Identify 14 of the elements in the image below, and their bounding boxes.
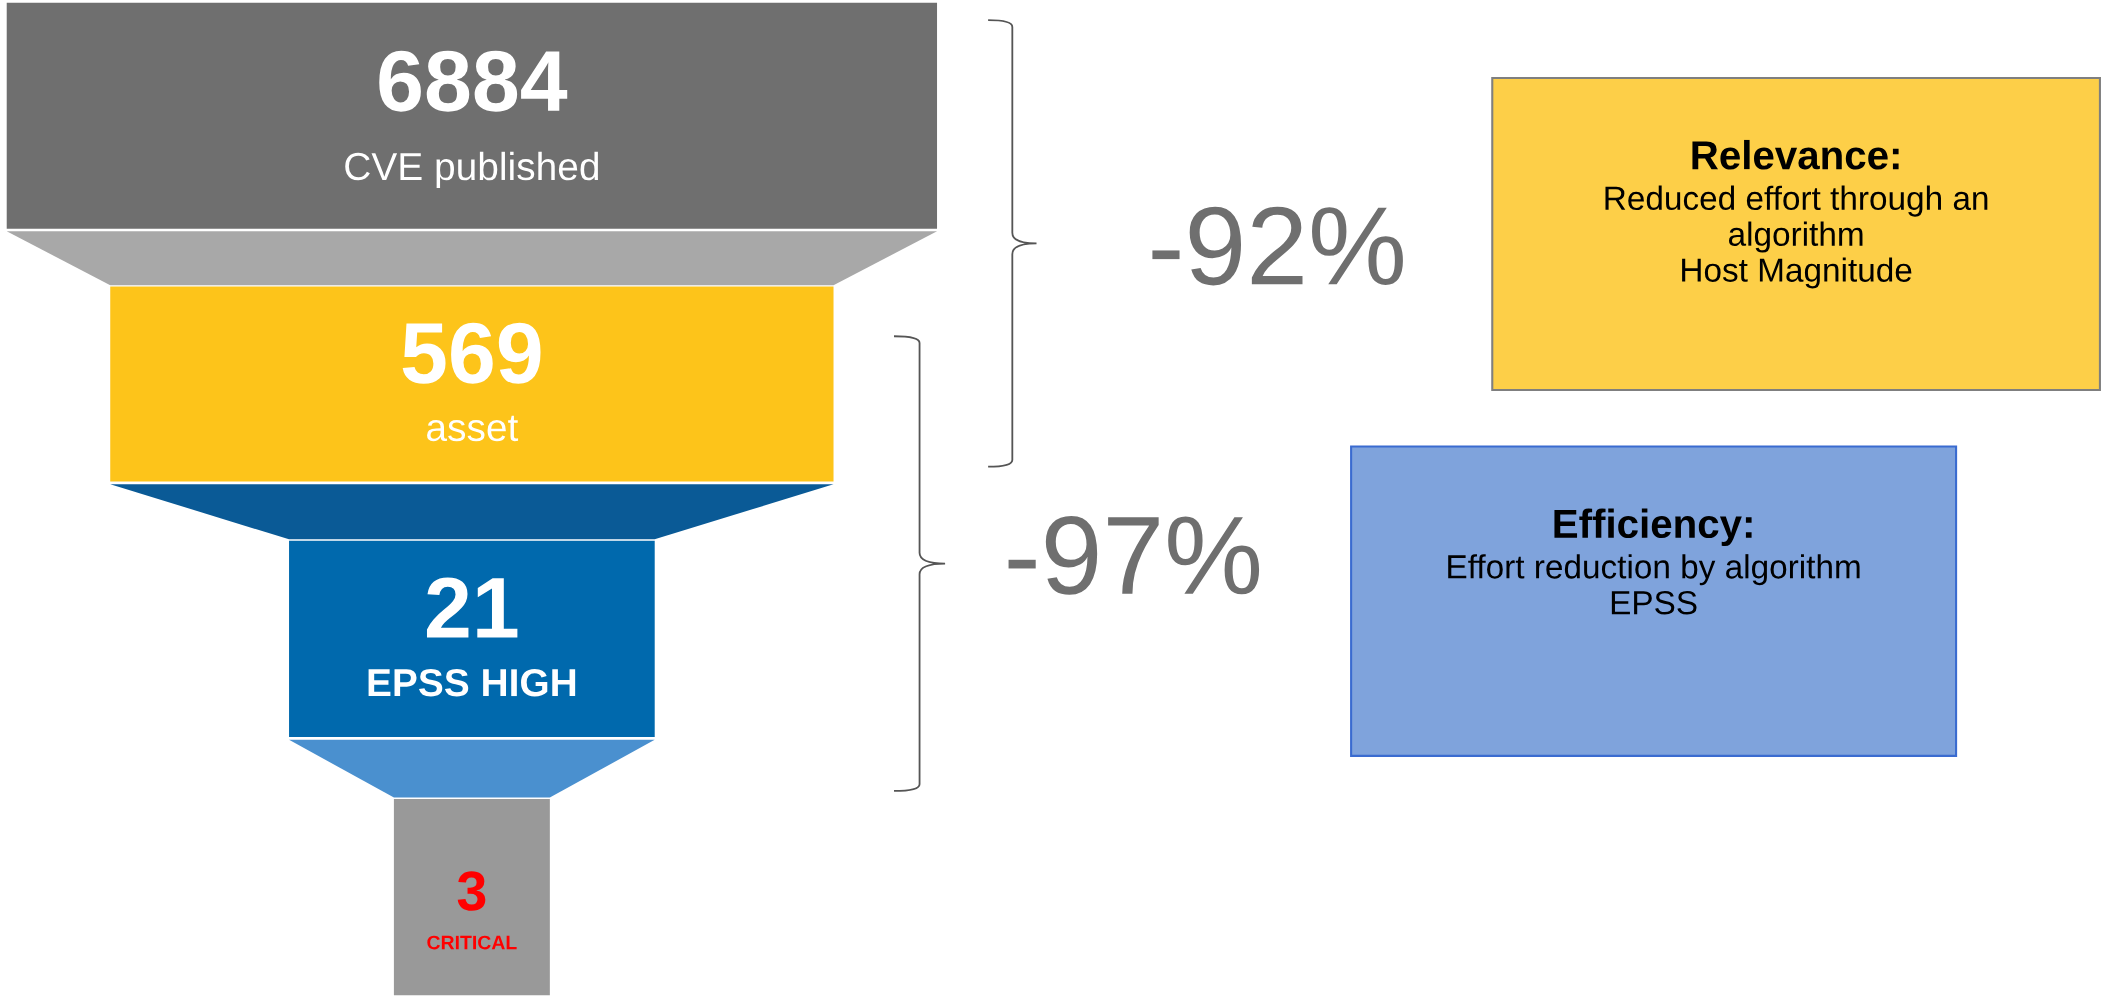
data-label: 21 [426, 577, 518, 638]
category-label: asset [427, 415, 519, 442]
data-label: 3 [457, 871, 486, 911]
category-label: EPSS HIGH [368, 668, 576, 697]
category-label: CRITICAL [427, 935, 517, 950]
data-label: 569 [402, 322, 541, 384]
text: -97% [1008, 516, 1260, 595]
text: Reduced effort through an algorithm Host Magnitude [1605, 185, 1988, 289]
text: -92% [1152, 206, 1403, 286]
text: Relevance: [1692, 139, 1899, 170]
text: Effort reduction by algorithm EPSS [1448, 554, 1860, 615]
data-label: 6884 [379, 50, 568, 112]
text: Efficiency: [1554, 508, 1752, 547]
category-label: CVE published [345, 151, 599, 189]
